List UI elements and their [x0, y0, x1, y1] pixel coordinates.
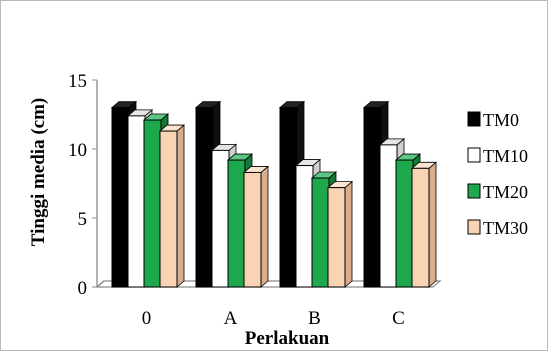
x-axis-title: Perlakuan [245, 328, 330, 349]
legend-label: TM0 [483, 110, 519, 130]
y-axis: 0 5 10 15 [68, 71, 105, 299]
y-tick-label: 5 [78, 209, 88, 230]
bar-front [295, 165, 314, 288]
legend-swatch [467, 219, 481, 235]
bar-side [176, 124, 185, 288]
legend-label: TM30 [483, 218, 528, 238]
y-axis-title: Tinggi media (cm) [28, 98, 49, 246]
bar-front [243, 171, 262, 288]
y-tick-label: 10 [68, 140, 87, 161]
bar-side [344, 180, 353, 288]
bar-tm30-0 [158, 124, 186, 288]
bar-front [211, 149, 230, 288]
bar-side [260, 165, 269, 288]
bar-front [327, 187, 346, 288]
bar-side [428, 161, 437, 288]
bar-front [127, 115, 146, 288]
bar-front [379, 144, 398, 288]
legend-label: TM10 [483, 146, 528, 166]
legend-item-tm30: TM30 [467, 218, 528, 238]
bar-front [111, 107, 130, 288]
bar-front [143, 119, 162, 288]
y-tick-label: 0 [78, 278, 88, 299]
bar-front [311, 177, 330, 288]
bar-front [195, 107, 214, 288]
x-tick-label: C [392, 308, 405, 329]
bar-front [411, 167, 430, 288]
bar-front [363, 107, 382, 288]
legend-swatch [467, 147, 481, 163]
legend-item-tm20: TM20 [467, 182, 528, 202]
y-axis-depth-line [96, 280, 105, 288]
legend-item-tm0: TM0 [467, 110, 519, 130]
bars [110, 100, 438, 288]
x-tick-label: A [224, 308, 238, 329]
bar-tm30-a [242, 165, 270, 288]
legend: TM0 TM10 TM20 TM30 [467, 110, 528, 238]
bar-front [395, 159, 414, 288]
bar-tm30-b [326, 180, 354, 288]
legend-item-tm10: TM10 [467, 146, 528, 166]
legend-label: TM20 [483, 182, 528, 202]
bar-front [159, 130, 178, 288]
bar-tm30-c [410, 161, 438, 288]
y-tick-label: 15 [68, 71, 87, 92]
x-tick-label: 0 [142, 308, 152, 329]
bar-front [227, 159, 246, 288]
legend-swatch [467, 183, 481, 199]
bar-front [279, 107, 298, 288]
x-axis-labels: 0 A B C [142, 308, 405, 329]
x-tick-label: B [308, 308, 321, 329]
legend-swatch [467, 111, 481, 127]
